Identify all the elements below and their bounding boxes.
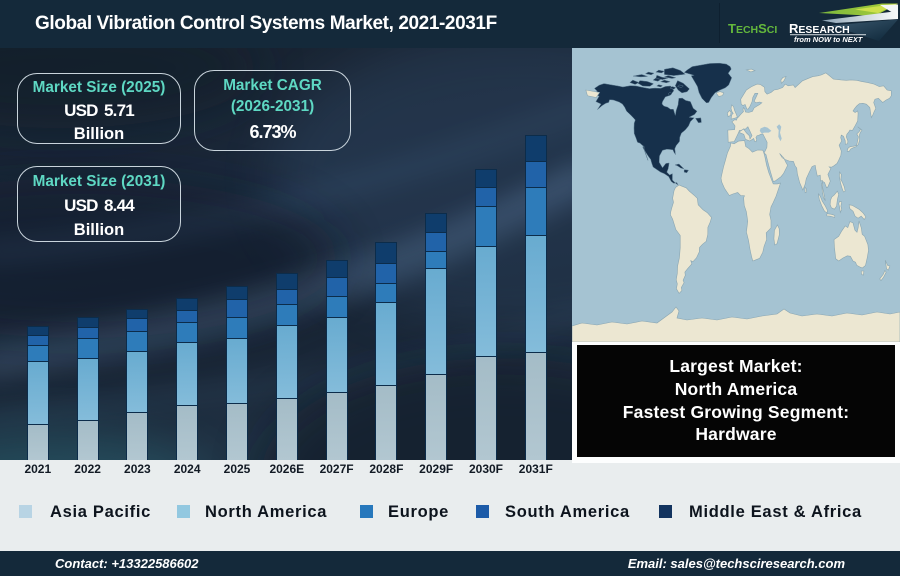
svg-text:RESEARCH: RESEARCH xyxy=(789,21,850,36)
svg-text:TECHSCI: TECHSCI xyxy=(728,21,777,36)
svg-text:from NOW to NEXT: from NOW to NEXT xyxy=(794,35,864,44)
